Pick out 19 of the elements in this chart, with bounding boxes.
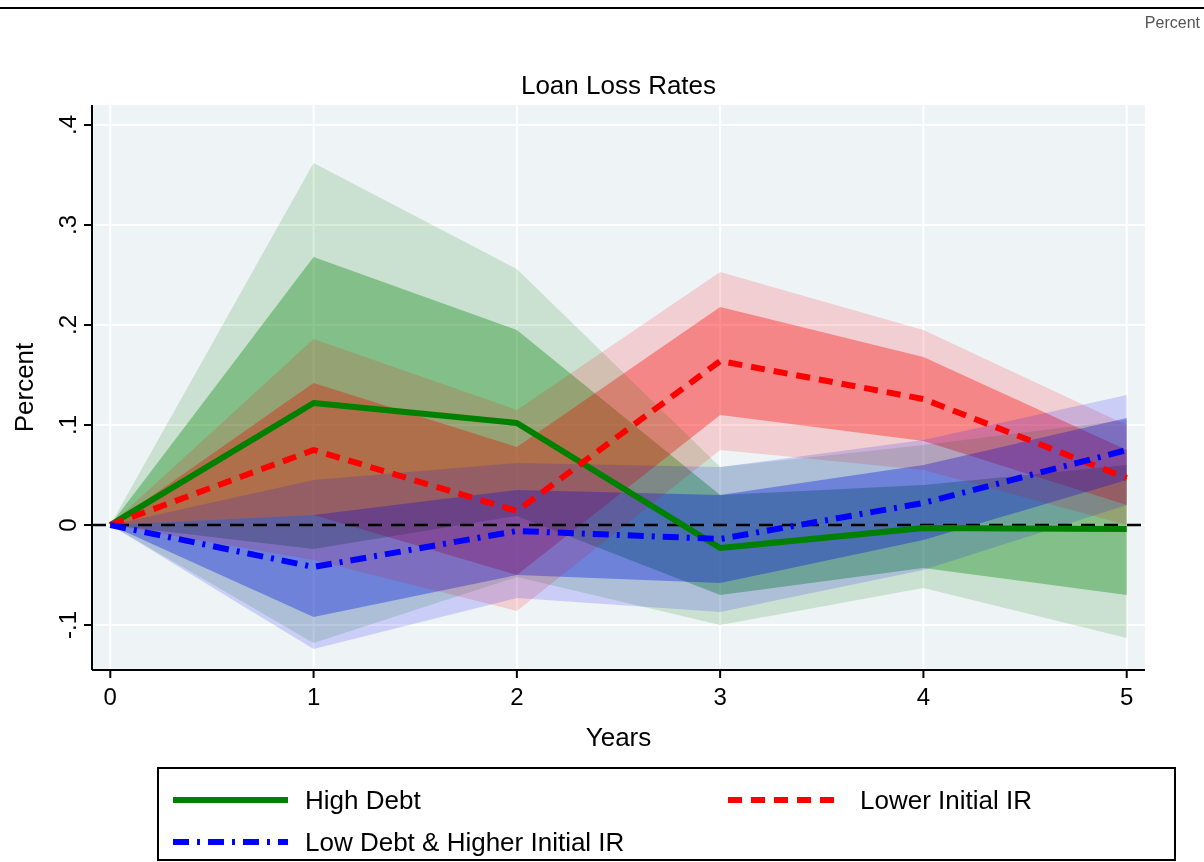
x-axis-title: Years [585,722,652,752]
text: Percent [1144,14,1201,31]
y-tick-label: 0 [54,518,81,532]
x-tick-label: 3 [713,683,727,710]
y-tick-label: .3 [54,214,81,236]
legend-label: Lower Initial IR [860,785,1032,815]
y-tick-label: -.1 [54,610,81,640]
x-tick-label: 2 [510,683,524,710]
x-tick-label: 5 [1120,683,1134,710]
y-tick-label: .2 [54,314,81,336]
legend-label: Low Debt & Higher Initial IR [305,827,625,857]
chart-title: Loan Loss Rates [520,70,717,100]
y-tick-label: .4 [54,114,81,136]
x-tick-label: 4 [916,683,931,710]
x-tick-label: 0 [103,683,117,710]
legend-label: High Debt [305,785,422,815]
y-axis-title: Percent [9,341,39,433]
y-tick-label: .1 [54,414,81,436]
x-tick-label: 1 [306,683,321,710]
